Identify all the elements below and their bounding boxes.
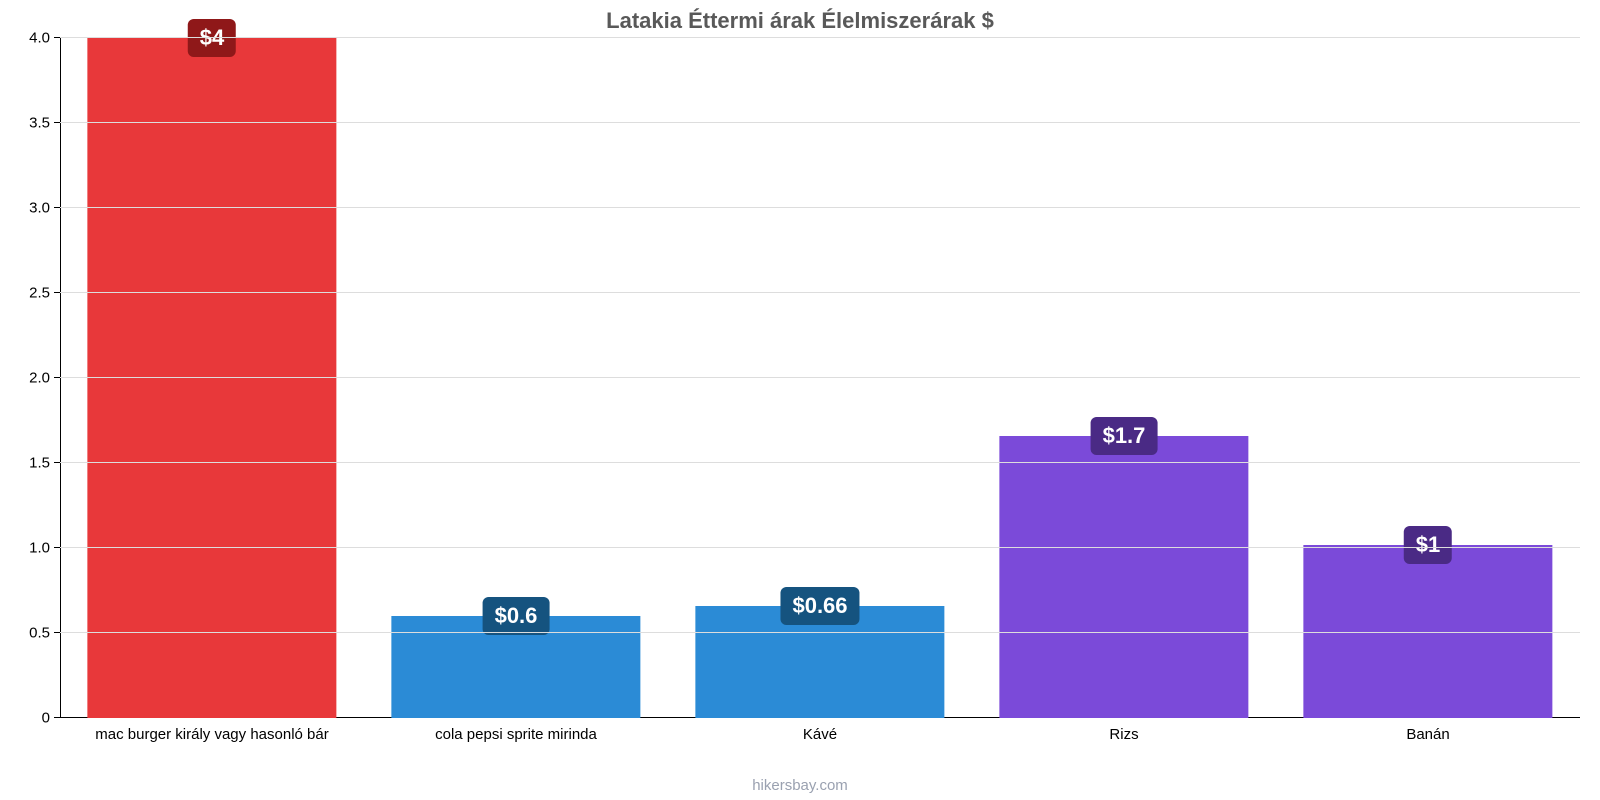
y-tick-label: 0 [42,710,50,727]
y-tick-label: 3.5 [29,115,50,132]
y-tick-mark [54,547,60,548]
grid-line [60,462,1580,463]
bar [999,436,1248,718]
bar-slot: $1Banán [1276,38,1580,718]
value-badge: $0.66 [780,587,859,625]
y-tick-mark [54,632,60,633]
y-tick-label: 1.5 [29,455,50,472]
grid-line [60,377,1580,378]
x-tick-label: Banán [1276,726,1580,743]
y-tick-mark [54,37,60,38]
grid-line [60,37,1580,38]
x-tick-label: cola pepsi sprite mirinda [364,726,668,743]
y-tick-label: 4.0 [29,30,50,47]
plot-area: $4mac burger király vagy hasonló bár$0.6… [60,38,1580,718]
bar-slot: $1.7Rizs [972,38,1276,718]
grid-line [60,632,1580,633]
y-tick-label: 1.0 [29,540,50,557]
y-tick-label: 2.0 [29,370,50,387]
attribution-text: hikersbay.com [0,777,1600,794]
value-badge: $1 [1404,526,1452,564]
y-tick-mark [54,377,60,378]
chart-title: Latakia Éttermi árak Élelmiszerárak $ [0,8,1600,34]
bar-slot: $0.66Kávé [668,38,972,718]
bar-slot: $4mac burger király vagy hasonló bár [60,38,364,718]
y-tick-label: 3.0 [29,200,50,217]
value-badge: $0.6 [483,597,550,635]
grid-line [60,207,1580,208]
y-tick-mark [54,207,60,208]
x-tick-label: Kávé [668,726,972,743]
grid-line [60,292,1580,293]
y-tick-mark [54,292,60,293]
bar [87,38,336,718]
x-tick-label: Rizs [972,726,1276,743]
value-badge: $4 [188,19,236,57]
grid-line [60,547,1580,548]
grid-line [60,122,1580,123]
y-tick-label: 2.5 [29,285,50,302]
y-tick-mark [54,717,60,718]
y-tick-label: 0.5 [29,625,50,642]
x-tick-label: mac burger király vagy hasonló bár [60,726,364,743]
y-tick-mark [54,122,60,123]
bars-container: $4mac burger király vagy hasonló bár$0.6… [60,38,1580,718]
y-tick-mark [54,462,60,463]
bar-slot: $0.6cola pepsi sprite mirinda [364,38,668,718]
value-badge: $1.7 [1091,417,1158,455]
price-bar-chart: Latakia Éttermi árak Élelmiszerárak $ $4… [0,0,1600,800]
